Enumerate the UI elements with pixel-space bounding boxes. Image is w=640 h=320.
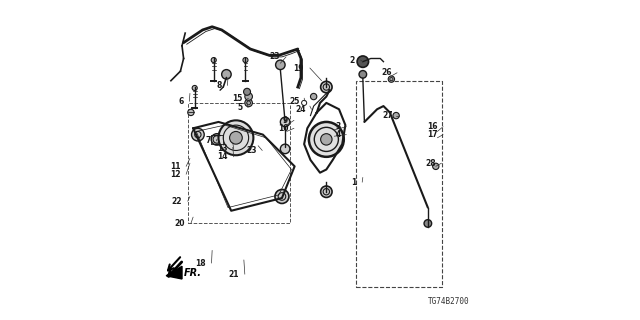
Circle shape xyxy=(310,93,317,100)
Text: 2: 2 xyxy=(349,56,355,65)
Text: 26: 26 xyxy=(381,68,392,77)
Circle shape xyxy=(321,186,332,197)
Text: 10: 10 xyxy=(278,124,288,133)
Circle shape xyxy=(230,132,243,144)
Text: FR.: FR. xyxy=(184,268,202,278)
Circle shape xyxy=(275,189,289,204)
Text: 28: 28 xyxy=(425,159,436,168)
Circle shape xyxy=(424,220,431,227)
Circle shape xyxy=(191,128,204,141)
Circle shape xyxy=(245,99,252,107)
Text: 8: 8 xyxy=(216,81,221,90)
Text: 18: 18 xyxy=(195,259,206,268)
Text: 15: 15 xyxy=(232,94,243,103)
Text: 12: 12 xyxy=(170,170,180,179)
Circle shape xyxy=(321,134,332,145)
Text: 11: 11 xyxy=(170,162,180,171)
Text: 3: 3 xyxy=(335,122,340,131)
Circle shape xyxy=(245,93,252,100)
Circle shape xyxy=(192,85,197,91)
Circle shape xyxy=(393,112,399,119)
Circle shape xyxy=(433,163,439,170)
Text: 25: 25 xyxy=(289,97,300,106)
Polygon shape xyxy=(166,266,182,279)
Circle shape xyxy=(359,70,367,78)
Circle shape xyxy=(357,56,369,68)
Circle shape xyxy=(243,58,248,63)
Circle shape xyxy=(321,81,332,93)
Text: 7: 7 xyxy=(205,136,211,146)
Text: 5: 5 xyxy=(237,103,243,112)
Text: TG74B2700: TG74B2700 xyxy=(428,297,469,306)
Text: 19: 19 xyxy=(294,63,304,73)
Text: 14: 14 xyxy=(218,152,228,161)
Circle shape xyxy=(244,88,250,95)
Text: 23: 23 xyxy=(270,52,280,61)
Text: 4: 4 xyxy=(335,130,340,139)
Circle shape xyxy=(188,109,194,116)
Text: 6: 6 xyxy=(179,97,184,106)
Circle shape xyxy=(211,134,223,145)
Circle shape xyxy=(309,122,344,157)
Text: 9: 9 xyxy=(283,116,288,125)
Circle shape xyxy=(276,60,285,69)
Text: 20: 20 xyxy=(175,219,185,228)
Text: 1: 1 xyxy=(351,178,356,187)
Text: 27: 27 xyxy=(382,111,393,120)
Text: 17: 17 xyxy=(427,130,437,139)
Circle shape xyxy=(280,144,290,154)
Text: 24: 24 xyxy=(295,105,306,114)
Text: 21: 21 xyxy=(228,270,239,279)
Text: 16: 16 xyxy=(427,122,437,131)
Circle shape xyxy=(388,76,394,82)
Text: 13: 13 xyxy=(218,144,228,153)
Text: 22: 22 xyxy=(172,197,182,206)
Circle shape xyxy=(221,69,231,79)
Circle shape xyxy=(280,117,290,127)
Circle shape xyxy=(211,58,216,63)
Text: 23: 23 xyxy=(246,146,257,155)
Circle shape xyxy=(218,120,253,155)
